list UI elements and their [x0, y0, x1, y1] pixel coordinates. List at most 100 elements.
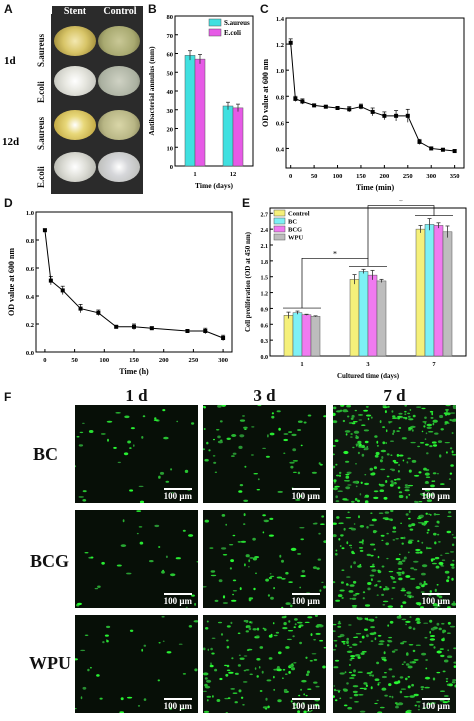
cell [307, 616, 313, 619]
y-axis-label: OD value at 600 nm [261, 59, 270, 127]
cell [315, 632, 321, 635]
legend-entry: Control [288, 211, 310, 218]
cell [426, 423, 433, 427]
y-tick-label: 0.0 [26, 350, 34, 357]
cell [428, 513, 431, 515]
cell [203, 690, 207, 692]
cell [373, 466, 377, 470]
cell [398, 427, 402, 429]
chart-c: 0.4 0.6 0.8 1.0 1.2 1.4 0 50 100 150 200 250 300 350 T… [261, 16, 465, 192]
cell [360, 652, 365, 655]
cell [299, 495, 303, 498]
cell [162, 409, 166, 412]
panel-a-row-ecoli-2: E.coli [36, 166, 46, 188]
cell [207, 648, 210, 651]
cell [432, 422, 435, 426]
scale-bar-line [163, 593, 192, 595]
cell [352, 480, 358, 484]
cell [350, 655, 356, 658]
cell [204, 685, 211, 689]
cell [379, 706, 385, 709]
cell [353, 669, 356, 673]
x-tick-label: 150 [356, 173, 366, 180]
cell [313, 639, 316, 641]
cell [351, 500, 355, 503]
cell [358, 515, 360, 519]
cell [429, 493, 434, 496]
cell [226, 625, 231, 628]
cell [219, 677, 223, 681]
cell [426, 531, 429, 534]
cell-layer [75, 409, 195, 503]
cell [323, 585, 326, 589]
cell [398, 463, 400, 467]
cell [407, 685, 411, 689]
cell [397, 702, 404, 706]
cell [90, 556, 94, 559]
cell [333, 640, 338, 642]
cell [221, 514, 226, 517]
cell [401, 618, 407, 621]
cell [358, 694, 364, 696]
cell [341, 405, 345, 407]
cell [370, 671, 373, 673]
cell [231, 599, 237, 602]
cell [333, 522, 337, 525]
legend-swatch [273, 233, 286, 241]
x-tick-label: 300 [426, 173, 436, 180]
cell [352, 421, 358, 423]
cell [124, 415, 130, 419]
cell [282, 668, 286, 671]
cell [451, 432, 454, 434]
cell [239, 434, 245, 438]
cell [248, 597, 254, 600]
cell [355, 485, 358, 488]
cell [377, 580, 381, 583]
cell [288, 664, 295, 668]
cell [346, 471, 352, 474]
cell [347, 415, 350, 418]
cell [400, 605, 403, 608]
cell [169, 707, 173, 710]
cell [391, 695, 394, 699]
cell [364, 447, 369, 451]
panel-label-b: B [148, 2, 157, 16]
cell [271, 412, 274, 415]
cell [419, 514, 424, 518]
scale-bar-label: 100 μm [163, 596, 192, 606]
cell [430, 484, 435, 488]
cell [410, 567, 415, 570]
cell [398, 412, 403, 415]
cell [225, 523, 227, 526]
cell [106, 625, 111, 629]
cell [101, 561, 105, 565]
cell [352, 690, 358, 694]
cell [352, 446, 355, 449]
cell [405, 623, 407, 626]
cell [451, 602, 456, 606]
cell [323, 415, 326, 418]
cell [363, 682, 368, 685]
cell [335, 463, 338, 466]
cell [365, 684, 368, 687]
scale-bar-label: 100 μm [421, 491, 450, 501]
cell [154, 524, 160, 528]
cell [341, 640, 346, 643]
bar-control-day1 [283, 315, 294, 357]
cell [347, 484, 352, 486]
cell [217, 440, 223, 444]
cell [216, 429, 220, 431]
cell [208, 449, 211, 452]
cell [386, 475, 390, 478]
cell [426, 703, 432, 705]
cell [194, 668, 198, 672]
cell [270, 633, 273, 636]
cell [359, 525, 365, 528]
cell [421, 652, 427, 656]
panel-a-time-12d: 12d [2, 136, 20, 148]
cell [261, 670, 264, 674]
cell [353, 636, 358, 639]
cell [393, 478, 397, 481]
legend-entry: S.aureus [224, 19, 250, 27]
cell [369, 674, 373, 677]
